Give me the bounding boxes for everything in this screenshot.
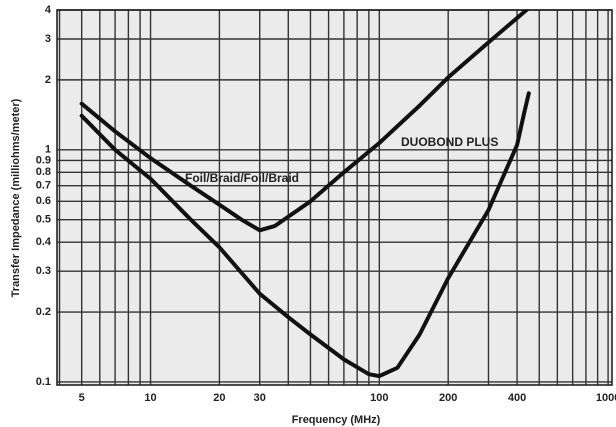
x-tick-label: 1000 xyxy=(596,392,616,404)
y-tick-label: 0.4 xyxy=(36,236,52,248)
series-label: DUOBOND PLUS xyxy=(401,135,498,149)
y-tick-label: 3 xyxy=(45,33,51,45)
x-axis-label: Frequency (MHz) xyxy=(292,414,381,426)
y-tick-label: 0.9 xyxy=(36,154,51,166)
x-tick-label: 5 xyxy=(79,392,85,404)
x-tick-label: 100 xyxy=(370,392,388,404)
y-tick-label: 0.8 xyxy=(36,166,51,178)
y-tick-label: 0.6 xyxy=(36,195,51,207)
y-axis-label: Transfer Impedance (milliohms/meter) xyxy=(10,98,22,297)
x-tick-label: 10 xyxy=(144,392,156,404)
x-tick-label: 30 xyxy=(254,392,266,404)
x-tick-label: 200 xyxy=(439,392,457,404)
line xyxy=(79,10,529,233)
plot-border xyxy=(56,9,613,386)
x-tick-label: 400 xyxy=(508,392,526,404)
y-tick-label: 0.3 xyxy=(36,265,51,277)
line xyxy=(79,91,531,379)
x-tick-label: 20 xyxy=(213,392,225,404)
y-tick-label: 0.1 xyxy=(36,376,51,388)
plot-area xyxy=(57,10,612,385)
y-tick-label: 0.2 xyxy=(36,306,51,318)
y-tick-label: 2 xyxy=(45,74,51,86)
y-tick-label: 4 xyxy=(45,4,52,16)
y-tick-label: 0.5 xyxy=(36,214,51,226)
y-tick-label: 0.7 xyxy=(36,180,51,192)
y-tick-label: 1 xyxy=(45,144,51,156)
series-label: Foil/Braid/Foil/Braid xyxy=(185,171,299,185)
